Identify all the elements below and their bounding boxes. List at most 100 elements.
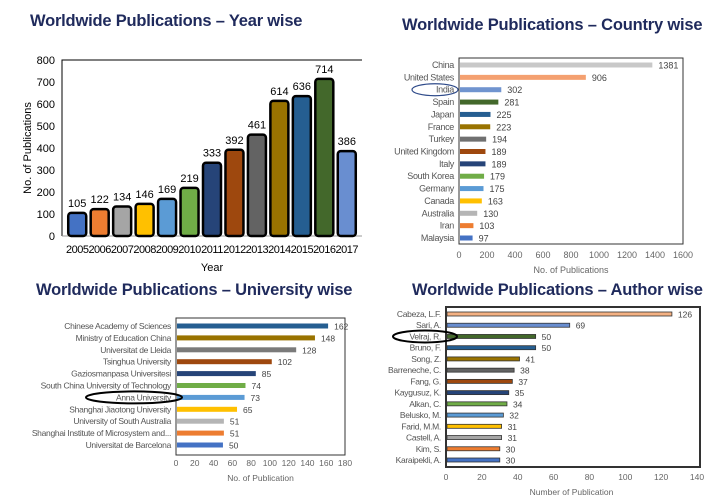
bar-Castell, A. <box>446 435 502 440</box>
x-tick-label: 400 <box>507 250 522 260</box>
bar-2014 <box>269 99 290 238</box>
data-label: 102 <box>278 357 292 367</box>
plot-frame <box>445 306 701 468</box>
y-axis-label: No. of Publications <box>22 102 34 194</box>
bar-South China University of Technology <box>177 383 246 388</box>
category-label: Sari, A. <box>416 320 441 330</box>
data-label: 169 <box>158 184 176 196</box>
bar-China <box>460 62 653 68</box>
data-label: 302 <box>507 85 522 95</box>
category-label: Australia <box>422 208 455 218</box>
y-tick-label: 800 <box>37 55 55 67</box>
category-label: Alkan, C. <box>409 399 441 409</box>
category-label: United Kingdom <box>394 147 454 157</box>
data-label: 194 <box>492 135 507 145</box>
bar-Song, Z. <box>446 356 520 362</box>
data-label: 906 <box>592 73 607 83</box>
bar-Farid, M.M. <box>446 423 502 429</box>
data-label: 51 <box>230 417 240 427</box>
x-tick-label: 60 <box>549 472 559 482</box>
data-label: 126 <box>678 310 692 320</box>
category-label: Gaziosmanpasa Universitesi <box>71 369 171 379</box>
x-tick-label: 120 <box>282 458 296 468</box>
x-tick-label: 2017 <box>336 244 359 256</box>
bar-Shanghai Institute of Microsystem and... <box>177 430 224 436</box>
data-label: 175 <box>490 184 505 194</box>
x-tick-label: 20 <box>190 458 200 468</box>
y-tick-label: 600 <box>37 99 55 111</box>
bar-Belusko, M. <box>446 412 504 418</box>
bar-South Korea <box>460 173 485 179</box>
data-label: 74 <box>251 381 261 391</box>
y-tick-label: 400 <box>37 143 55 155</box>
country-chart-title: Worldwide Publications – Country wise <box>402 16 703 34</box>
data-label: 392 <box>225 135 243 147</box>
bar-2005 <box>66 211 88 238</box>
category-label: Song, Z. <box>411 354 441 364</box>
data-label: 636 <box>293 81 311 93</box>
data-label: 130 <box>483 209 498 219</box>
x-tick-label: 1200 <box>617 250 637 260</box>
category-label: France <box>428 122 455 132</box>
x-tick-label: 2010 <box>178 244 201 256</box>
data-label: 85 <box>262 369 272 379</box>
data-label: 163 <box>488 196 503 206</box>
category-label: Velraj, R. <box>410 331 442 341</box>
bar-Spain <box>460 99 499 105</box>
y-tick-label: 100 <box>37 209 55 221</box>
data-label: 714 <box>315 64 333 76</box>
bar-Cabeza, L.F. <box>446 311 673 317</box>
bar-Kaygusuz, K. <box>446 390 510 396</box>
bar-2013 <box>246 133 268 238</box>
x-tick-label: 60 <box>228 458 238 468</box>
data-label: 148 <box>321 333 335 343</box>
category-label: Kaygusuz, K. <box>395 388 441 398</box>
data-label: 281 <box>504 98 519 108</box>
x-tick-label: 140 <box>300 458 314 468</box>
category-label: Turkey <box>429 134 455 144</box>
data-label: 179 <box>490 172 505 182</box>
highlight-oval <box>411 83 459 97</box>
bar-Canada <box>460 198 482 204</box>
data-label: 225 <box>497 110 512 120</box>
x-tick-label: 2015 <box>291 244 314 256</box>
category-label: United States <box>404 72 455 82</box>
x-axis-label: Year <box>201 262 224 274</box>
data-label: 51 <box>230 429 240 439</box>
category-label: Karaipekli, A. <box>396 455 441 465</box>
bar-2017 <box>336 149 358 238</box>
category-label: Iran <box>440 221 455 231</box>
x-tick-label: 100 <box>263 458 277 468</box>
bar-Alkan, C. <box>446 401 508 407</box>
bar-Universitat de Lleida <box>177 347 297 353</box>
bar-2009 <box>156 197 178 238</box>
data-label: 73 <box>251 393 261 403</box>
data-label: 105 <box>68 198 86 210</box>
category-label: Anna University <box>116 392 172 402</box>
data-label: 461 <box>248 120 266 132</box>
x-tick-label: 2016 <box>313 244 336 256</box>
x-tick-label: 180 <box>338 458 352 468</box>
bar-Iran <box>460 223 474 229</box>
category-label: Japan <box>431 109 454 119</box>
x-tick-label: 1000 <box>589 250 609 260</box>
category-label: Shanghai Jiaotong University <box>69 404 172 414</box>
author-chart-title: Worldwide Publications – Author wise <box>412 281 703 299</box>
data-label: 614 <box>270 86 288 98</box>
data-label: 31 <box>508 422 518 432</box>
category-label: Belusko, M. <box>400 410 441 420</box>
x-tick-label: 80 <box>585 472 595 482</box>
category-label: Italy <box>439 159 455 169</box>
bar-Karaipekli, A. <box>446 457 501 463</box>
data-label: 146 <box>135 189 153 201</box>
bar-2010 <box>179 186 200 238</box>
category-label: Malaysia <box>421 233 454 243</box>
highlight-oval <box>85 390 183 405</box>
university-chart-title: Worldwide Publications – University wise <box>36 281 353 299</box>
y-tick-label: 200 <box>37 187 55 199</box>
bar-Universitat de Barcelona <box>177 442 223 448</box>
bar-Shanghai Jiaotong University <box>177 406 238 412</box>
category-label: Fang, G. <box>410 376 441 386</box>
data-label: 162 <box>334 322 348 332</box>
